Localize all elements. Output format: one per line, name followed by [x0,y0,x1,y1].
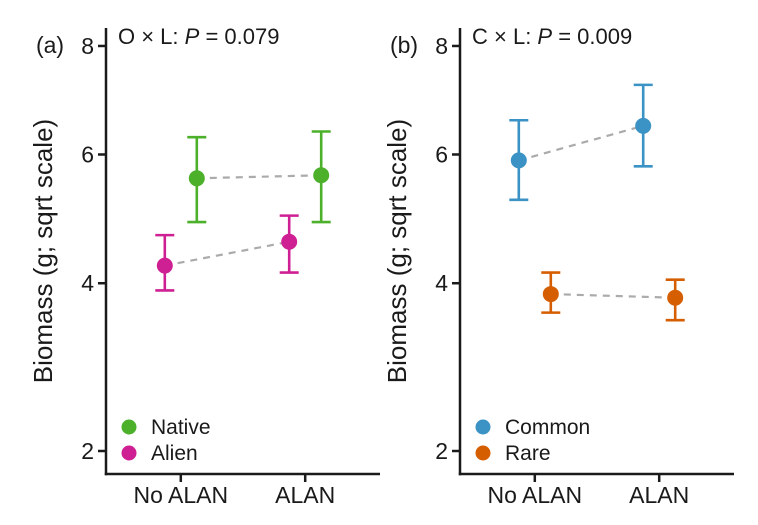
data-point-rare [542,286,559,303]
legend-swatch-alien [121,445,137,461]
interaction-pvalue-annotation: C × L: P = 0.009 [472,24,632,49]
data-point-alien [156,257,173,274]
y-tick-label: 2 [81,438,94,464]
y-tick-label: 6 [81,141,94,167]
legend-label: Rare [505,442,551,465]
panel-a: 2 4 6 8 No ALAN ALAN (a) O × L: P = 0.079 Biomas… [28,24,380,508]
series-connector-line [550,292,676,299]
data-point-common [510,152,527,169]
y-tick-label: 8 [81,33,94,59]
legend-swatch-native [121,419,137,435]
legend-label: Native [151,416,211,439]
y-tick-label: 8 [435,33,448,59]
y-axis-title: Biomass (g; sqrt scale) [28,119,58,383]
panel-label: (a) [36,32,64,58]
x-tick-label: ALAN [275,482,335,508]
y-tick-label: 4 [435,270,448,296]
interaction-pvalue-annotation: O × L: P = 0.079 [118,24,279,49]
panel-b: 2 4 6 8 No ALAN ALAN (b) C × L: P = 0.009 Biomas… [382,24,734,508]
legend-label: Common [505,416,590,439]
x-tick-label: No ALAN [487,482,582,508]
y-tick-label: 6 [435,141,448,167]
panel-label: (b) [390,32,418,58]
y-tick-label: 2 [435,438,448,464]
legend-label: Alien [151,442,198,465]
data-point-native [188,170,205,187]
series-connector-line [518,124,644,162]
series-connector-line [196,174,322,180]
x-tick-label: ALAN [629,482,689,508]
series-connector-line [164,240,290,267]
data-point-alien [281,233,298,250]
data-point-rare [667,289,684,306]
x-tick-label: No ALAN [133,482,228,508]
data-point-native [313,167,330,184]
legend-swatch-common [475,419,491,435]
data-point-common [635,117,652,134]
legend-swatch-rare [475,445,491,461]
y-axis-title: Biomass (g; sqrt scale) [382,119,412,383]
y-tick-label: 4 [81,270,94,296]
